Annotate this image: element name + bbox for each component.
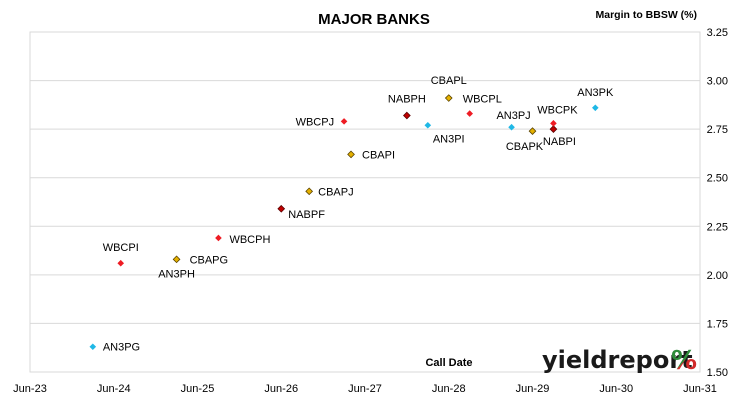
data-label-an3pi: AN3PI xyxy=(433,133,465,145)
y-tick-label: 1.75 xyxy=(707,318,728,330)
data-point-wbcph xyxy=(215,234,222,242)
data-point-cbapk xyxy=(528,127,537,135)
logo-percent-icon: % xyxy=(671,346,697,376)
data-point-nabph xyxy=(403,111,411,120)
x-axis-title: Call Date xyxy=(425,357,472,369)
y-tick-label: 1.50 xyxy=(707,367,728,379)
data-point-cbapj xyxy=(305,187,314,196)
data-label-cbapk: CBAPK xyxy=(506,141,544,153)
yieldreport-logo: yieldreport % xyxy=(542,346,697,376)
y-axis-title: Margin to BBSW (%) xyxy=(596,9,698,21)
data-point-an3pi xyxy=(424,121,432,129)
chart-title: MAJOR BANKS xyxy=(318,11,430,28)
data-point-an3pk xyxy=(592,104,599,112)
data-point-an3pg xyxy=(89,343,97,351)
data-point-nabpf xyxy=(277,204,286,213)
data-label-an3ph: AN3PH xyxy=(158,268,195,280)
x-tick-label: Jun-26 xyxy=(264,383,298,395)
x-tick-label: Jun-23 xyxy=(13,383,47,395)
y-tick-label: 3.25 xyxy=(707,27,728,39)
data-point-nabpi xyxy=(549,125,558,134)
y-tick-label: 2.75 xyxy=(707,124,728,136)
data-label-cbapg: CBAPG xyxy=(190,254,229,266)
y-axis-ticks: 1.50 1.75 2.00 2.25 2.50 2.75 3.00 3.25 xyxy=(707,27,728,379)
y-tick-label: 2.00 xyxy=(707,270,728,282)
x-tick-label: Jun-31 xyxy=(683,383,717,395)
data-label-an3pg: AN3PG xyxy=(103,342,140,354)
y-tick-label: 3.00 xyxy=(707,76,728,88)
gridlines xyxy=(30,80,700,324)
data-point-wbcpl xyxy=(466,110,473,117)
x-tick-label: Jun-24 xyxy=(97,383,131,395)
data-label-nabph: NABPH xyxy=(388,94,426,106)
data-point-wbcpk xyxy=(550,120,557,127)
y-tick-label: 2.50 xyxy=(707,173,728,185)
data-label-cbapl: CBAPL xyxy=(431,75,467,87)
data-point-wbcpi xyxy=(117,259,125,267)
data-label-cbapi: CBAPI xyxy=(362,149,395,161)
x-tick-label: Jun-30 xyxy=(599,383,633,395)
x-tick-label: Jun-29 xyxy=(516,383,550,395)
data-label-wbcpj: WBCPJ xyxy=(296,116,335,128)
data-label-an3pk: AN3PK xyxy=(577,87,614,99)
data-label-wbcpl: WBCPL xyxy=(463,94,502,106)
data-label-wbcpk: WBCPK xyxy=(537,104,578,116)
x-tick-label: Jun-25 xyxy=(181,383,215,395)
data-label-wbcpi: WBCPI xyxy=(103,242,139,254)
data-label-nabpf: NABPF xyxy=(288,209,325,221)
data-point-cbapi xyxy=(347,150,355,159)
x-tick-label: Jun-28 xyxy=(432,383,466,395)
data-point-wbcpj xyxy=(340,118,348,125)
data-label-an3pj: AN3PJ xyxy=(496,110,530,122)
data-label-nabpi: NABPI xyxy=(543,136,576,148)
data-points xyxy=(89,94,599,351)
logo-wordmark: yieldreport xyxy=(542,346,693,374)
data-point-an3pj xyxy=(508,123,515,131)
data-point-cbapg xyxy=(172,255,181,264)
x-tick-label: Jun-27 xyxy=(348,383,382,395)
data-label-wbcph: WBCPH xyxy=(229,234,270,246)
plot-frame xyxy=(29,31,701,373)
y-tick-label: 2.25 xyxy=(707,221,728,233)
data-label-cbapj: CBAPJ xyxy=(318,186,353,198)
data-point-cbapl xyxy=(444,94,453,102)
x-axis-ticks: Jun-23 Jun-24 Jun-25 Jun-26 Jun-27 Jun-28 Jun-… xyxy=(13,383,717,395)
